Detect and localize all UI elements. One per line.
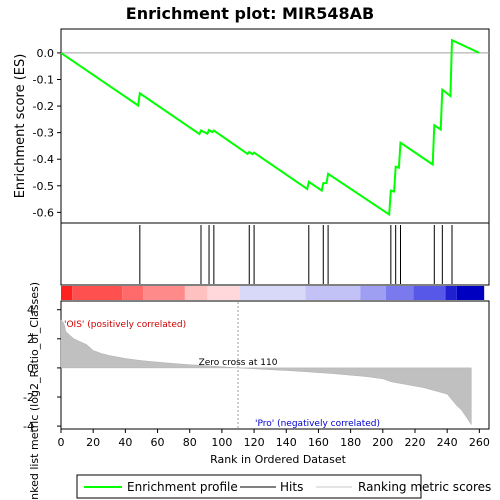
hit-lines bbox=[139, 225, 453, 284]
es-y-tick-label: -0.2 bbox=[33, 100, 54, 113]
color-bar-segment bbox=[386, 286, 414, 300]
x-tick-label: 20 bbox=[86, 436, 100, 449]
es-plot-area bbox=[60, 28, 490, 224]
color-bar-segment bbox=[456, 286, 485, 300]
es-y-tick-label: -0.4 bbox=[33, 153, 54, 166]
x-tick-label: 180 bbox=[340, 436, 361, 449]
es-y-tick-label: -0.3 bbox=[33, 127, 54, 140]
x-tick-label: 0 bbox=[58, 436, 65, 449]
x-tick-label: 60 bbox=[151, 436, 165, 449]
color-bar-segment bbox=[207, 286, 240, 300]
color-bar-segment bbox=[61, 286, 73, 300]
color-bar-segment bbox=[184, 286, 208, 300]
es-y-tick-label: 0.0 bbox=[37, 47, 55, 60]
color-bar-segment bbox=[360, 286, 387, 300]
es-y-axis-label: Enrichment score (ES) bbox=[13, 54, 28, 199]
hits-panel bbox=[60, 222, 490, 286]
metric-y-tick-label: 2 bbox=[27, 333, 34, 346]
es-panel: 0.0 -0.1 -0.2 -0.3 -0.4 -0.5 -0.6 Enrichment s… bbox=[13, 28, 490, 224]
es-y-ticks: 0.0 -0.1 -0.2 -0.3 -0.4 -0.5 -0.6 bbox=[33, 47, 61, 219]
x-axis-ticks: 0 20 40 60 80 100 120 140 160 180 200 220 240 260 bbox=[58, 429, 490, 449]
x-tick-label: 160 bbox=[308, 436, 329, 449]
x-tick-label: 260 bbox=[469, 436, 490, 449]
color-bar-segment bbox=[143, 286, 185, 300]
x-tick-label: 100 bbox=[211, 436, 232, 449]
color-bar-segment bbox=[445, 286, 457, 300]
hits-area bbox=[60, 222, 490, 286]
x-tick-label: 140 bbox=[276, 436, 297, 449]
positive-correlation-label: 'OIS' (positively correlated) bbox=[64, 320, 186, 330]
x-axis-label: Rank in Ordered Dataset bbox=[210, 453, 347, 466]
x-tick-label: 220 bbox=[404, 436, 425, 449]
es-y-tick-label: -0.5 bbox=[33, 180, 54, 193]
metric-y-tick-label: -4 bbox=[23, 420, 34, 433]
correlation-color-bar bbox=[61, 286, 485, 300]
color-bar-segment bbox=[122, 286, 144, 300]
metric-panel: Zero cross at 110 'OIS' (positively corr… bbox=[23, 282, 490, 500]
legend-label-hits: Hits bbox=[280, 480, 303, 494]
zero-cross-label: Zero cross at 110 bbox=[199, 358, 278, 368]
color-bar-segment bbox=[305, 286, 361, 300]
legend-label-enrichment-profile: Enrichment profile bbox=[127, 480, 238, 494]
x-tick-label: 40 bbox=[118, 436, 132, 449]
es-y-tick-label: -0.6 bbox=[33, 206, 54, 219]
negative-correlation-label: 'Pro' (negatively correlated) bbox=[255, 419, 380, 429]
x-tick-label: 240 bbox=[437, 436, 458, 449]
es-y-tick-label: -0.1 bbox=[33, 73, 54, 86]
metric-y-ticks: 4 2 0 -2 -4 bbox=[23, 304, 61, 433]
x-tick-label: 200 bbox=[372, 436, 393, 449]
metric-y-tick-label: 0 bbox=[27, 362, 34, 375]
color-bar-segment bbox=[239, 286, 306, 300]
legend: Enrichment profile Hits Ranking metric s… bbox=[76, 474, 491, 499]
chart-title: Enrichment plot: MIR548AB bbox=[126, 4, 374, 23]
x-tick-label: 120 bbox=[244, 436, 265, 449]
legend-label-ranking-metric: Ranking metric scores bbox=[358, 480, 491, 494]
metric-y-tick-label: 4 bbox=[27, 304, 34, 317]
color-bar-segment bbox=[72, 286, 123, 300]
x-tick-label: 80 bbox=[183, 436, 197, 449]
enrichment-profile-line bbox=[60, 38, 480, 217]
color-bar-segment bbox=[413, 286, 446, 300]
metric-y-tick-label: -2 bbox=[23, 391, 34, 404]
ranking-metric-bars bbox=[60, 319, 472, 426]
metric-y-axis-label: Ranked list metric (log2_Ratio_of_Classe… bbox=[28, 282, 41, 500]
